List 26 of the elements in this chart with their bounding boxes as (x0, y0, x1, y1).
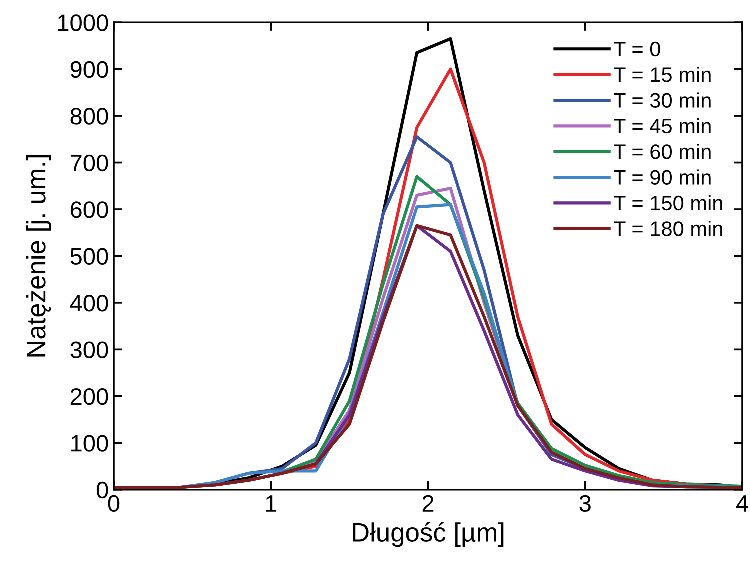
y-tick-label: 1000 (58, 14, 108, 32)
x-tick-label: 1 (266, 496, 277, 512)
y-tick-label: 900 (70, 61, 108, 78)
y-tick-label: 700 (70, 154, 108, 172)
y-tick-label: 200 (70, 388, 108, 406)
y-tick-label: 600 (70, 202, 108, 218)
y-tick-label: 400 (70, 295, 108, 312)
y-tick-label: 300 (70, 342, 108, 358)
y-tick-label: 500 (70, 248, 108, 266)
x-tick-label: 0 (108, 495, 120, 512)
y-axis-title: Natężenie [j. um.] (26, 155, 52, 357)
legend-label: T = 0 (614, 42, 660, 57)
x-tick-label: 3 (580, 495, 591, 512)
y-tick-label: 100 (72, 435, 108, 452)
legend-label: T = 150 min (614, 195, 722, 211)
x-tick-label: 4 (736, 496, 748, 512)
y-tick-label: 0 (96, 482, 108, 499)
legend-label: T = 90 min (614, 170, 711, 186)
legend-label: T = 30 min (614, 92, 711, 108)
legend-label: T = 180 min (614, 221, 722, 236)
x-tick-label: 2 (422, 495, 434, 512)
legend-label: T = 60 min (614, 144, 711, 160)
legend-label: T = 45 min (614, 118, 711, 134)
x-axis-title: Długość [µm] (353, 522, 504, 548)
y-tick-label: 800 (70, 108, 108, 125)
legend-label: T = 15 min (614, 67, 711, 82)
